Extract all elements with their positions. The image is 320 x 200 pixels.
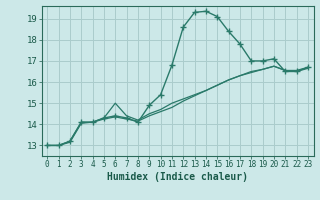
X-axis label: Humidex (Indice chaleur): Humidex (Indice chaleur) — [107, 172, 248, 182]
